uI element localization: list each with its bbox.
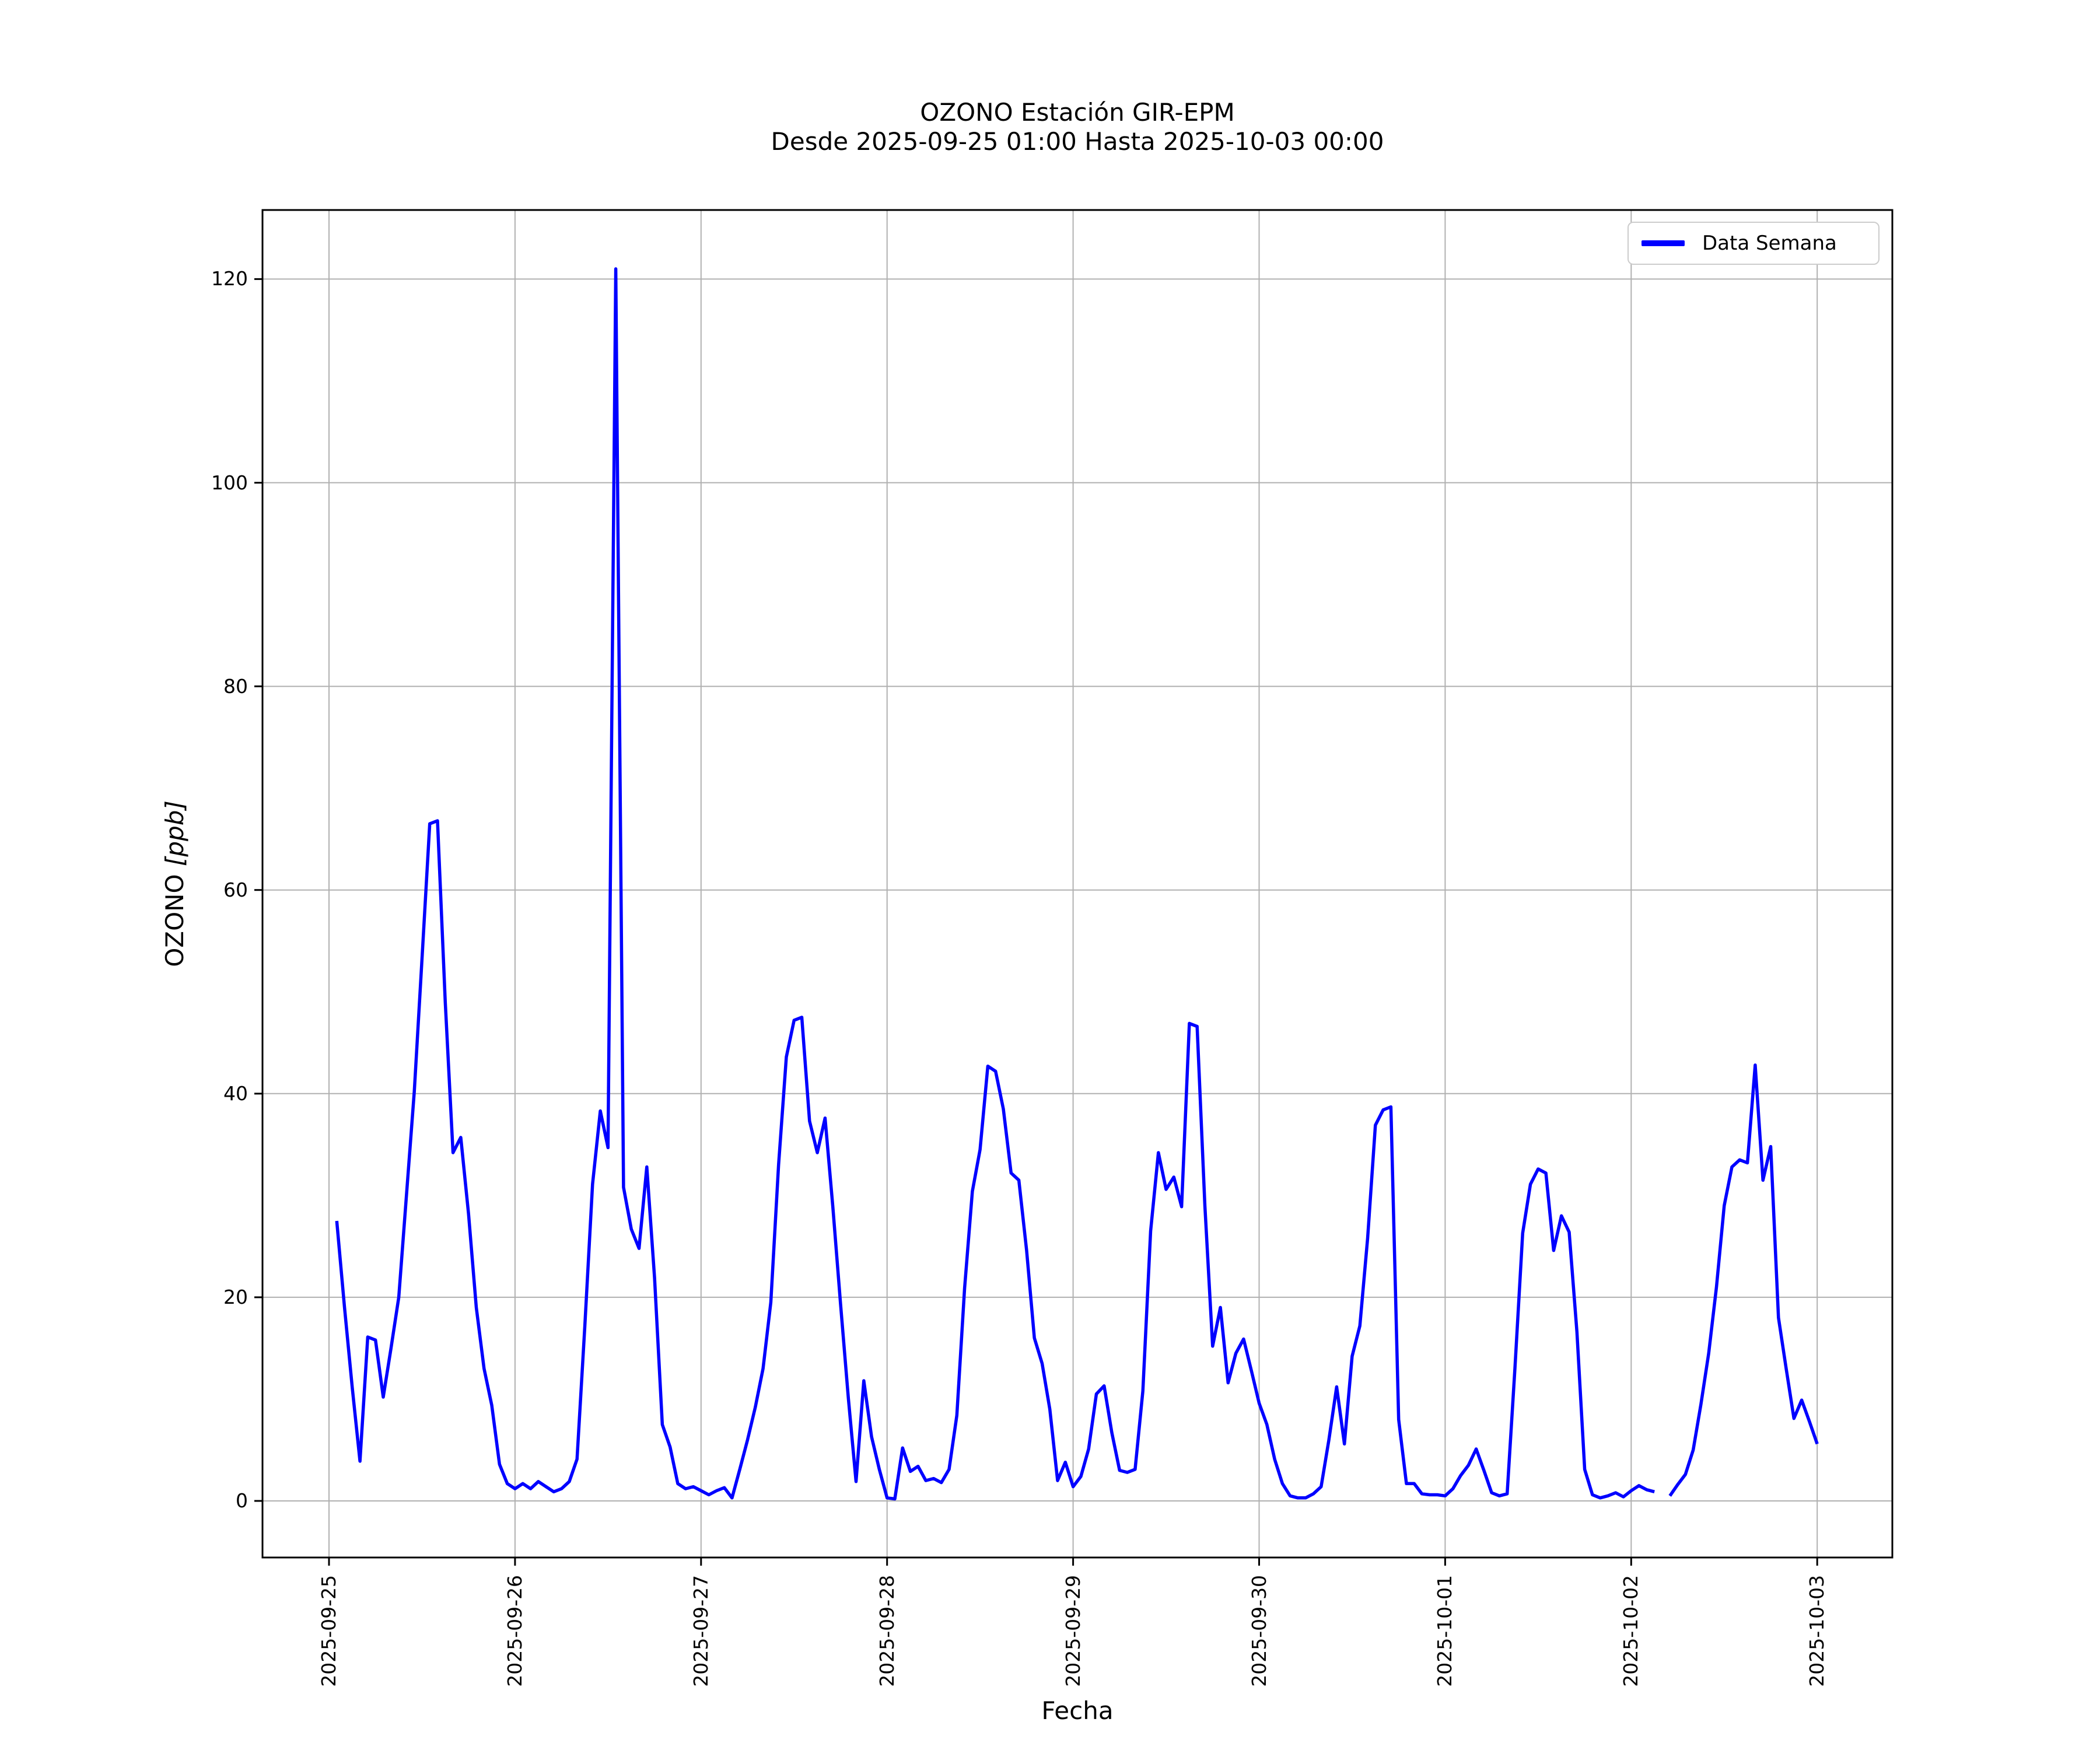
chart-subtitle: Desde 2025-09-25 01:00 Hasta 2025-10-03 …: [771, 127, 1384, 156]
legend: Data Semana: [1628, 222, 1880, 265]
x-tick-label: 2025-09-25: [317, 1575, 340, 1687]
legend-line-sample: [1642, 240, 1685, 246]
legend-label: Data Semana: [1702, 232, 1837, 255]
y-tick-label: 100: [211, 471, 248, 494]
x-axis-title: Fecha: [1041, 1696, 1114, 1725]
y-tick-label: 0: [236, 1489, 248, 1512]
y-tick-label: 80: [223, 674, 248, 698]
y-tick-label: 120: [211, 267, 248, 290]
x-tick-label: 2025-10-01: [1433, 1575, 1457, 1687]
y-tick-label: 40: [223, 1082, 248, 1105]
x-tick-label: 2025-09-27: [689, 1575, 712, 1687]
chart-title: OZONO Estación GIR-EPM: [920, 98, 1235, 127]
chart-title-block: OZONO Estación GIR-EPM Desde 2025-09-25 …: [262, 98, 1892, 156]
y-tick-label: 20: [223, 1285, 248, 1308]
y-axis-units: [ppb]: [160, 800, 189, 867]
x-tick-label: 2025-09-28: [875, 1575, 898, 1687]
x-tick-label: 2025-10-03: [1805, 1575, 1829, 1687]
x-tick-label: 2025-10-02: [1619, 1575, 1643, 1687]
x-tick-label: 2025-09-29: [1061, 1575, 1084, 1687]
x-tick-label: 2025-09-26: [503, 1575, 526, 1687]
data-series-line: [335, 267, 1819, 1501]
axes-spines: [261, 209, 1894, 1559]
y-tick-label: 60: [223, 878, 248, 901]
x-tick-label: 2025-09-30: [1247, 1575, 1270, 1687]
